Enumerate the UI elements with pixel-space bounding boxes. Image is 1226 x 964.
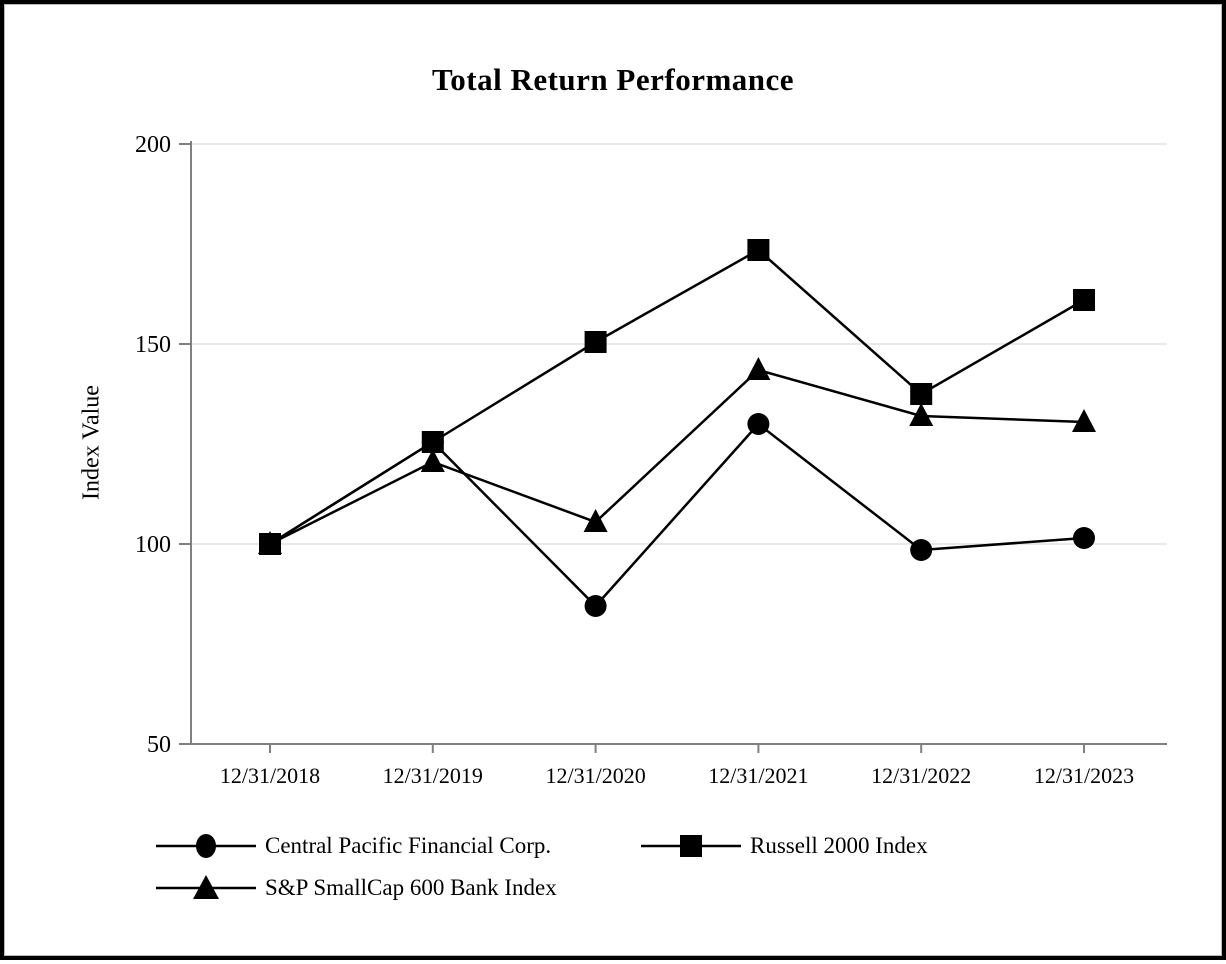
square-marker xyxy=(584,331,607,353)
square-marker xyxy=(259,533,281,555)
chart-title: Total Return Performance xyxy=(431,62,795,97)
y-tick-label: 50 xyxy=(147,732,171,758)
triangle-marker xyxy=(909,403,934,426)
circle-marker xyxy=(584,595,607,617)
y-tick-label: 100 xyxy=(135,532,171,558)
circle-marker xyxy=(1073,527,1095,549)
x-tick-label: 12/31/2018 xyxy=(220,763,320,788)
triangle-marker xyxy=(1072,409,1096,432)
performance-chart: 200 150 100 50 12/31/2018 12/31/2019 12/31/202… xyxy=(135,132,1167,788)
x-tick-label: 12/31/2022 xyxy=(871,763,971,788)
triangle-marker xyxy=(583,509,608,532)
x-tick-label: 12/31/2020 xyxy=(545,763,645,788)
triangle-marker xyxy=(420,449,445,472)
y-tick-label: 200 xyxy=(135,132,171,158)
x-tick-label: 12/31/2023 xyxy=(1034,763,1134,788)
series-line-triangle xyxy=(269,368,1085,546)
circle-marker xyxy=(747,413,770,435)
circle-marker xyxy=(910,539,933,561)
series-line-square xyxy=(269,248,1085,546)
square-marker xyxy=(1073,289,1095,311)
series-line-circle xyxy=(269,422,1085,608)
x-tick-label: 12/31/2021 xyxy=(708,763,808,788)
square-marker xyxy=(910,383,933,405)
square-marker xyxy=(421,431,444,453)
y-tick-label: 150 xyxy=(135,332,171,358)
triangle-marker xyxy=(746,357,771,380)
x-tick-label: 12/31/2019 xyxy=(383,763,483,788)
square-marker xyxy=(747,239,770,261)
